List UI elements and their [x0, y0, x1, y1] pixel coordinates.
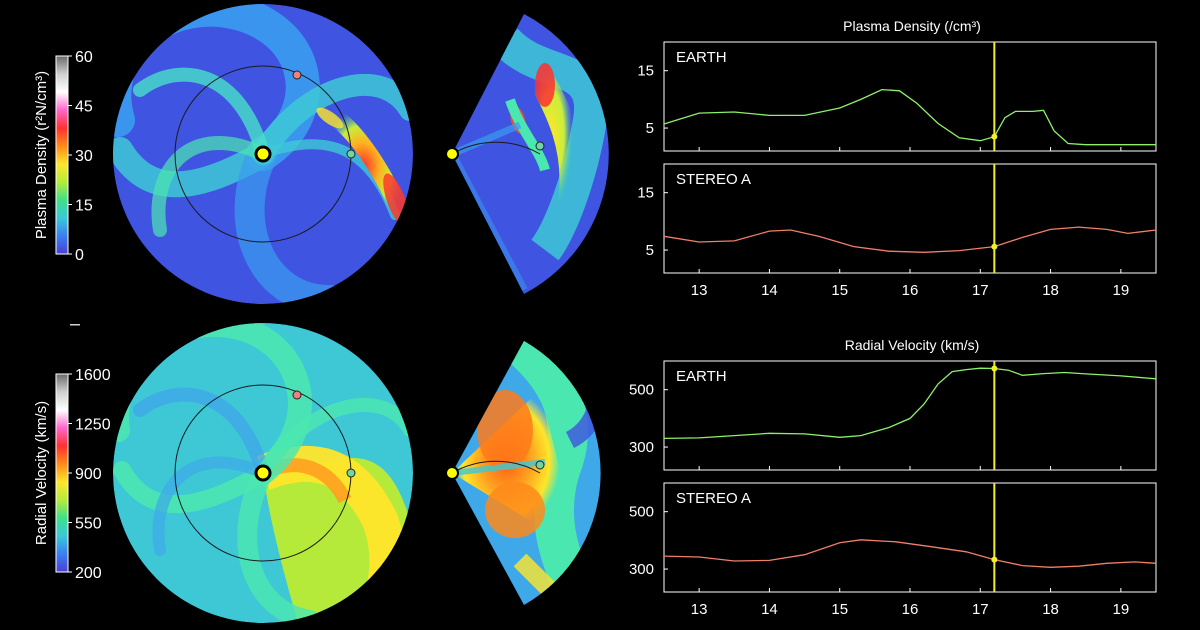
series-line [663, 226, 1157, 253]
x-tick-label: 17 [972, 282, 989, 299]
colorbar-tick-label: 60 [75, 49, 93, 66]
colorbar-tick-label: 1250 [75, 417, 111, 434]
wedge-earth-marker-velocity [535, 460, 545, 470]
series-line [663, 539, 1157, 568]
y-tick-label: 300 [629, 561, 654, 578]
x-tick-label: 18 [1042, 601, 1059, 618]
colorbar-tick-label: 30 [75, 148, 93, 165]
density-earth-panel: 15 5 EARTH [637, 41, 1157, 152]
time-marker-dot [991, 243, 998, 250]
panel-label: STEREO A [676, 171, 751, 188]
x-tick-label: 16 [902, 282, 919, 299]
time-marker-dot [991, 365, 998, 372]
series-line [663, 367, 1157, 440]
velocity-colorbar-label: Radial Velocity (km/s) [33, 401, 50, 545]
velocity-ecliptic-map [113, 323, 413, 623]
wedge-earth-marker [535, 141, 545, 151]
density-panel-title: Plasma Density (/cm³) [843, 18, 981, 34]
sun-marker [254, 145, 272, 163]
x-tick-label: 18 [1042, 282, 1059, 299]
y-tick-label: 15 [637, 63, 654, 80]
x-tick-label: 15 [831, 601, 848, 618]
wedge-sun-marker [445, 147, 459, 161]
x-tick-label: 14 [761, 282, 778, 299]
stereo-a-marker [292, 70, 302, 80]
x-tick-label: 19 [1113, 601, 1130, 618]
velocity-panel-title: Radial Velocity (km/s) [845, 337, 980, 353]
plot-frame [663, 360, 1157, 471]
velocity-colorbar-ticks: 1600 1250 900 550 200 [68, 367, 111, 582]
density-meridional-wedge [445, 14, 609, 294]
density-colorbar-label: Plasma Density (r²N/cm³) [33, 71, 50, 239]
time-marker-dot [991, 133, 998, 140]
panel-label: EARTH [676, 49, 727, 66]
colorbar-tick-label: 15 [75, 198, 93, 215]
earth-marker-velocity [346, 468, 356, 478]
density-stereo-a-panel: 13 14 15 16 17 18 19 15 5 STEREO A [637, 163, 1157, 299]
colorbar-tick-label: 45 [75, 99, 93, 116]
series-line [663, 88, 1156, 146]
colorbar-tick-label: 1600 [75, 367, 111, 384]
colorbar-tick-label: 550 [75, 516, 102, 533]
x-tick-label: 15 [831, 282, 848, 299]
x-tick-label: 13 [691, 601, 708, 618]
wedge-sun-marker-velocity [445, 466, 459, 480]
velocity-colorbar: 1600 1250 900 550 200 Radial Velocity (km/s) [33, 367, 111, 582]
colorbar-tick-label: 200 [75, 565, 102, 582]
time-marker-dot [991, 556, 998, 563]
x-tick-label: 17 [972, 601, 989, 618]
colorbar-tick-label: 900 [75, 466, 102, 483]
y-tick-label: 500 [629, 382, 654, 399]
x-tick-label: 13 [691, 282, 708, 299]
earth-marker [346, 149, 356, 159]
y-tick-label: 5 [646, 120, 654, 137]
y-tick-label: 300 [629, 439, 654, 456]
x-tick-label: 19 [1113, 282, 1130, 299]
panel-label: EARTH [676, 368, 727, 385]
y-tick-label: 15 [637, 185, 654, 202]
density-colorbar: 60 45 30 15 0 Plasma Density (r²N/cm³) [33, 49, 93, 264]
sun-marker-velocity [254, 464, 272, 482]
separator-dash [70, 324, 80, 326]
velocity-meridional-wedge [445, 341, 601, 605]
y-tick-label: 5 [646, 242, 654, 259]
x-tick-label: 14 [761, 601, 778, 618]
panel-label: STEREO A [676, 490, 751, 507]
colorbar-tick-label: 0 [75, 247, 84, 264]
x-tick-label: 16 [902, 601, 919, 618]
plot-frame [663, 41, 1157, 152]
density-ecliptic-map [113, 4, 413, 304]
velocity-earth-panel: 500 300 EARTH [629, 360, 1157, 471]
stereo-a-marker-velocity [292, 390, 302, 400]
velocity-stereo-a-panel: 13 14 15 16 17 18 19 500 300 STEREO A [629, 482, 1157, 618]
y-tick-label: 500 [629, 504, 654, 521]
density-colorbar-ticks: 60 45 30 15 0 [68, 49, 93, 264]
